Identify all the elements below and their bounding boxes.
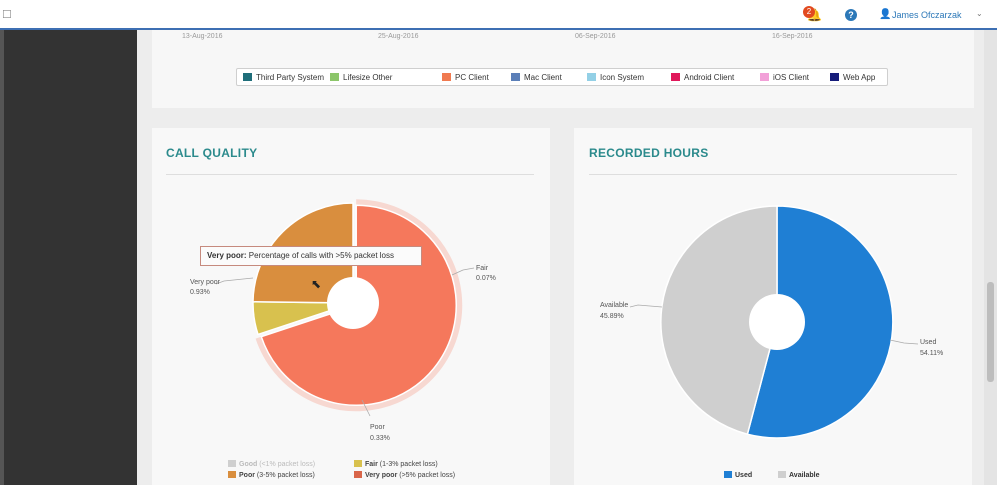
legend-item[interactable]: PC Client bbox=[442, 73, 489, 82]
sidebar-edge bbox=[0, 30, 4, 485]
legend-item[interactable]: Very poor (>5% packet loss) bbox=[354, 471, 455, 479]
slice-label-value: 0.07% bbox=[476, 275, 496, 282]
legend-label: Third Party System bbox=[256, 73, 325, 82]
tooltip-label: Very poor: bbox=[207, 251, 247, 260]
legend-label: Available bbox=[789, 472, 820, 479]
panel-divider bbox=[589, 174, 957, 175]
legend-label: Icon System bbox=[600, 73, 645, 82]
legend-swatch bbox=[228, 471, 236, 478]
x-tick-label: 25-Aug-2016 bbox=[378, 33, 419, 40]
legend-label: (1-3% packet loss) bbox=[377, 461, 438, 468]
user-icon: 👤 bbox=[879, 9, 892, 20]
legend-label: (<1% packet loss) bbox=[257, 461, 316, 468]
recorded-hours-pie-chart: Available 45.89% Used 54.11% bbox=[600, 205, 943, 439]
legend-item[interactable]: Lifesize Other bbox=[330, 73, 392, 82]
legend-item[interactable]: iOS Client bbox=[760, 73, 809, 82]
legend-swatch bbox=[330, 73, 339, 81]
tooltip-text: Percentage of calls with >5% packet loss bbox=[246, 251, 394, 260]
legend-label-bold: Good bbox=[239, 461, 258, 468]
usage-chart-legend: Third Party System Lifesize Other PC Cli… bbox=[236, 68, 888, 86]
pie-center-hole bbox=[327, 277, 379, 329]
legend-swatch bbox=[354, 471, 362, 478]
slice-label-name: Fair bbox=[476, 265, 489, 272]
legend-item[interactable]: Good (<1% packet loss) bbox=[228, 460, 315, 468]
slice-leader-line bbox=[451, 267, 475, 276]
legend-swatch bbox=[354, 460, 362, 467]
chevron-down-icon[interactable]: ⌄ bbox=[976, 9, 983, 18]
user-menu-name[interactable]: James Ofczarzak bbox=[892, 10, 962, 20]
slice-label-name: Available bbox=[600, 302, 628, 309]
slice-leader-line bbox=[215, 277, 254, 285]
legend-label: Lifesize Other bbox=[343, 73, 393, 82]
legend-item[interactable]: Icon System bbox=[587, 73, 644, 82]
notifications-button[interactable]: 🔔 2 bbox=[803, 6, 822, 24]
help-icon[interactable]: ? bbox=[845, 9, 857, 21]
legend-label-bold: Poor bbox=[239, 472, 255, 479]
legend-label: Used bbox=[735, 472, 753, 479]
legend-swatch bbox=[243, 73, 252, 81]
slice-label-value: 45.89% bbox=[600, 313, 624, 320]
sidebar bbox=[0, 30, 137, 485]
legend-item[interactable]: Mac Client bbox=[511, 73, 562, 82]
x-tick-label: 16-Sep-2016 bbox=[772, 33, 813, 40]
legend-item[interactable]: Available bbox=[778, 471, 819, 479]
legend-swatch bbox=[511, 73, 520, 81]
x-tick-label: 13-Aug-2016 bbox=[182, 33, 223, 40]
legend-item[interactable]: Third Party System bbox=[243, 73, 324, 82]
legend-swatch bbox=[228, 460, 236, 467]
slice-label-name: Poor bbox=[370, 424, 385, 431]
panel-divider bbox=[166, 174, 534, 175]
legend-swatch bbox=[830, 73, 839, 81]
legend-swatch bbox=[671, 73, 680, 81]
call-quality-title: CALL QUALITY bbox=[166, 146, 258, 160]
legend-label: Mac Client bbox=[524, 73, 562, 82]
notification-badge: 2 bbox=[803, 6, 815, 18]
scrollbar-thumb[interactable] bbox=[987, 282, 994, 382]
legend-label-bold: Very poor bbox=[365, 472, 398, 479]
slice-label-value: 0.93% bbox=[190, 289, 210, 296]
slice-leader-line bbox=[629, 304, 663, 308]
call-quality-pie-chart: Very poor 0.93% Fair 0.07% Poor 0.33% bbox=[190, 199, 496, 442]
legend-swatch bbox=[442, 73, 451, 81]
x-tick-label: 06-Sep-2016 bbox=[575, 33, 616, 40]
legend-label: (3-5% packet loss) bbox=[254, 472, 315, 479]
legend-label: (>5% packet loss) bbox=[397, 472, 456, 479]
slice-leader-line bbox=[361, 399, 371, 417]
legend-item[interactable]: Web App bbox=[830, 73, 875, 82]
slice-label-name: Very poor bbox=[190, 279, 221, 286]
slice-label-value: 54.11% bbox=[920, 350, 943, 357]
legend-swatch bbox=[587, 73, 596, 81]
legend-item[interactable]: Used bbox=[724, 471, 752, 479]
legend-label: Web App bbox=[843, 73, 876, 82]
legend-label: PC Client bbox=[455, 73, 489, 82]
legend-swatch bbox=[778, 471, 786, 478]
slice-label-name: Used bbox=[920, 339, 936, 346]
legend-item[interactable]: Poor (3-5% packet loss) bbox=[228, 471, 315, 479]
legend-label: Android Client bbox=[684, 73, 735, 82]
pie-slice-used[interactable] bbox=[746, 205, 894, 439]
legend-item[interactable]: Fair (1-3% packet loss) bbox=[354, 460, 438, 468]
legend-item[interactable]: Android Client bbox=[671, 73, 734, 82]
chart-tooltip: Very poor: Percentage of calls with >5% … bbox=[200, 246, 422, 266]
pie-center-hole bbox=[749, 294, 805, 350]
legend-label-bold: Fair bbox=[365, 461, 378, 468]
legend-swatch bbox=[724, 471, 732, 478]
legend-swatch bbox=[760, 73, 769, 81]
slice-leader-line bbox=[889, 339, 919, 345]
menu-toggle-icon[interactable]: ☐ bbox=[2, 9, 12, 21]
scrollbar[interactable] bbox=[984, 30, 997, 485]
legend-label: iOS Client bbox=[773, 73, 810, 82]
mouse-cursor-icon: ⬉ bbox=[311, 277, 322, 291]
top-bar: ☐ 🔔 2 ? 👤 James Ofczarzak ⌄ bbox=[0, 0, 997, 30]
slice-label-value: 0.33% bbox=[370, 435, 390, 442]
recorded-hours-title: RECORDED HOURS bbox=[589, 146, 709, 160]
